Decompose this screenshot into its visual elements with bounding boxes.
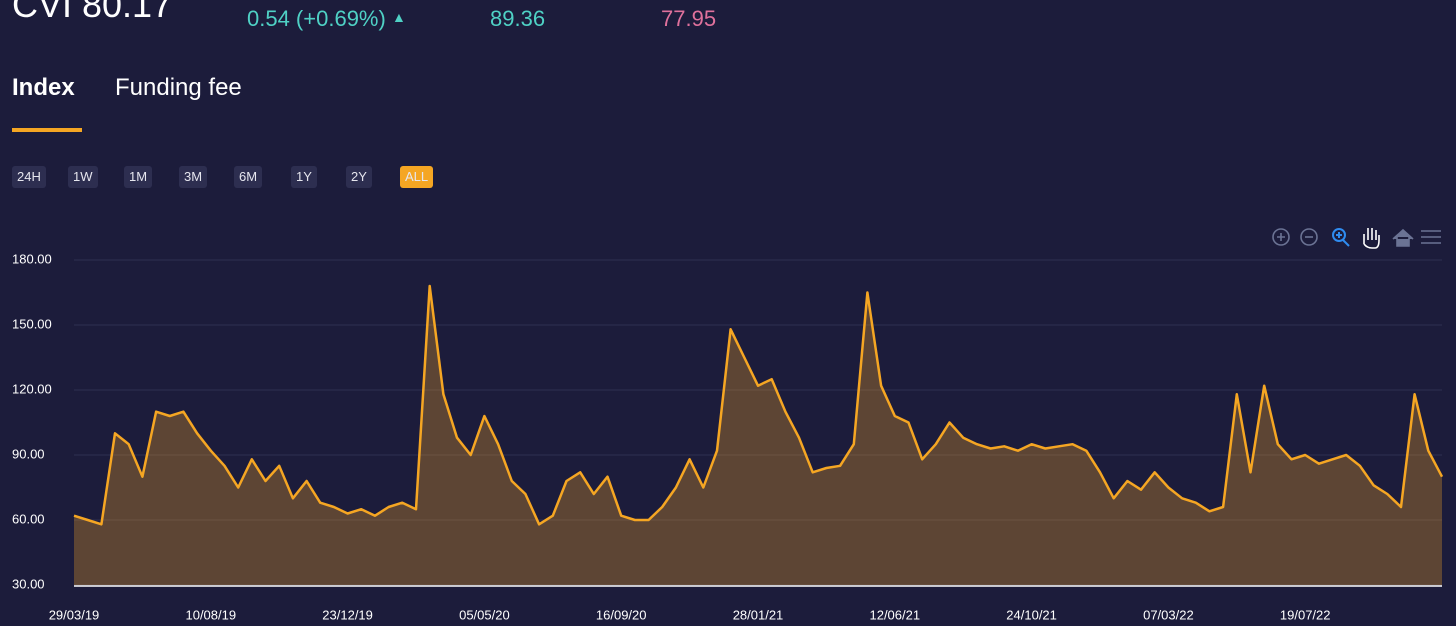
- range-button[interactable]: 1Y: [291, 166, 317, 188]
- x-tick-label: 28/01/21: [733, 607, 784, 622]
- x-tick-label: 12/06/21: [869, 607, 920, 622]
- high: 89.36: [490, 6, 546, 31]
- title: CVI 80.17: [12, 0, 173, 25]
- x-tick-label: 07/03/22: [1143, 607, 1194, 622]
- x-tick-label: 24/10/21: [1006, 607, 1057, 622]
- range-button[interactable]: 24H: [12, 166, 46, 188]
- range-button[interactable]: 3M: [179, 166, 208, 188]
- range-button[interactable]: 2Y: [346, 166, 372, 188]
- range-button[interactable]: ALL: [400, 166, 434, 188]
- y-tick-label: 30.00: [12, 576, 45, 591]
- up-arrow: ▲: [391, 9, 406, 25]
- line: [73, 284, 1444, 526]
- y-tick-label: 150.00: [12, 316, 52, 331]
- x-tick-label: 19/07/22: [1280, 607, 1331, 622]
- tab-underline: [12, 128, 82, 132]
- range-button[interactable]: 6M: [234, 166, 263, 188]
- x-tick-label: 29/03/19: [49, 607, 100, 622]
- tab[interactable]: Index: [12, 74, 75, 101]
- y-tick-label: 60.00: [12, 511, 45, 526]
- change-text: 0.54 (+0.69%): [247, 6, 386, 31]
- x-tick-label: 23/12/19: [322, 607, 373, 622]
- range-button[interactable]: 1W: [68, 166, 98, 188]
- y-tick-label: 180.00: [12, 251, 52, 266]
- area: [74, 286, 1442, 585]
- y-tick-label: 90.00: [12, 446, 45, 461]
- change: 0.54 (+0.69%) ▲: [247, 6, 406, 32]
- tab[interactable]: Funding fee: [115, 74, 242, 101]
- x-tick-label: 05/05/20: [459, 607, 510, 622]
- low: 77.95: [661, 6, 717, 31]
- range-button[interactable]: 1M: [124, 166, 153, 188]
- x-tick-label: 10/08/19: [185, 607, 236, 622]
- x-tick-label: 16/09/20: [596, 607, 647, 622]
- y-tick-label: 120.00: [12, 381, 52, 396]
- toolbar: [1272, 228, 1441, 249]
